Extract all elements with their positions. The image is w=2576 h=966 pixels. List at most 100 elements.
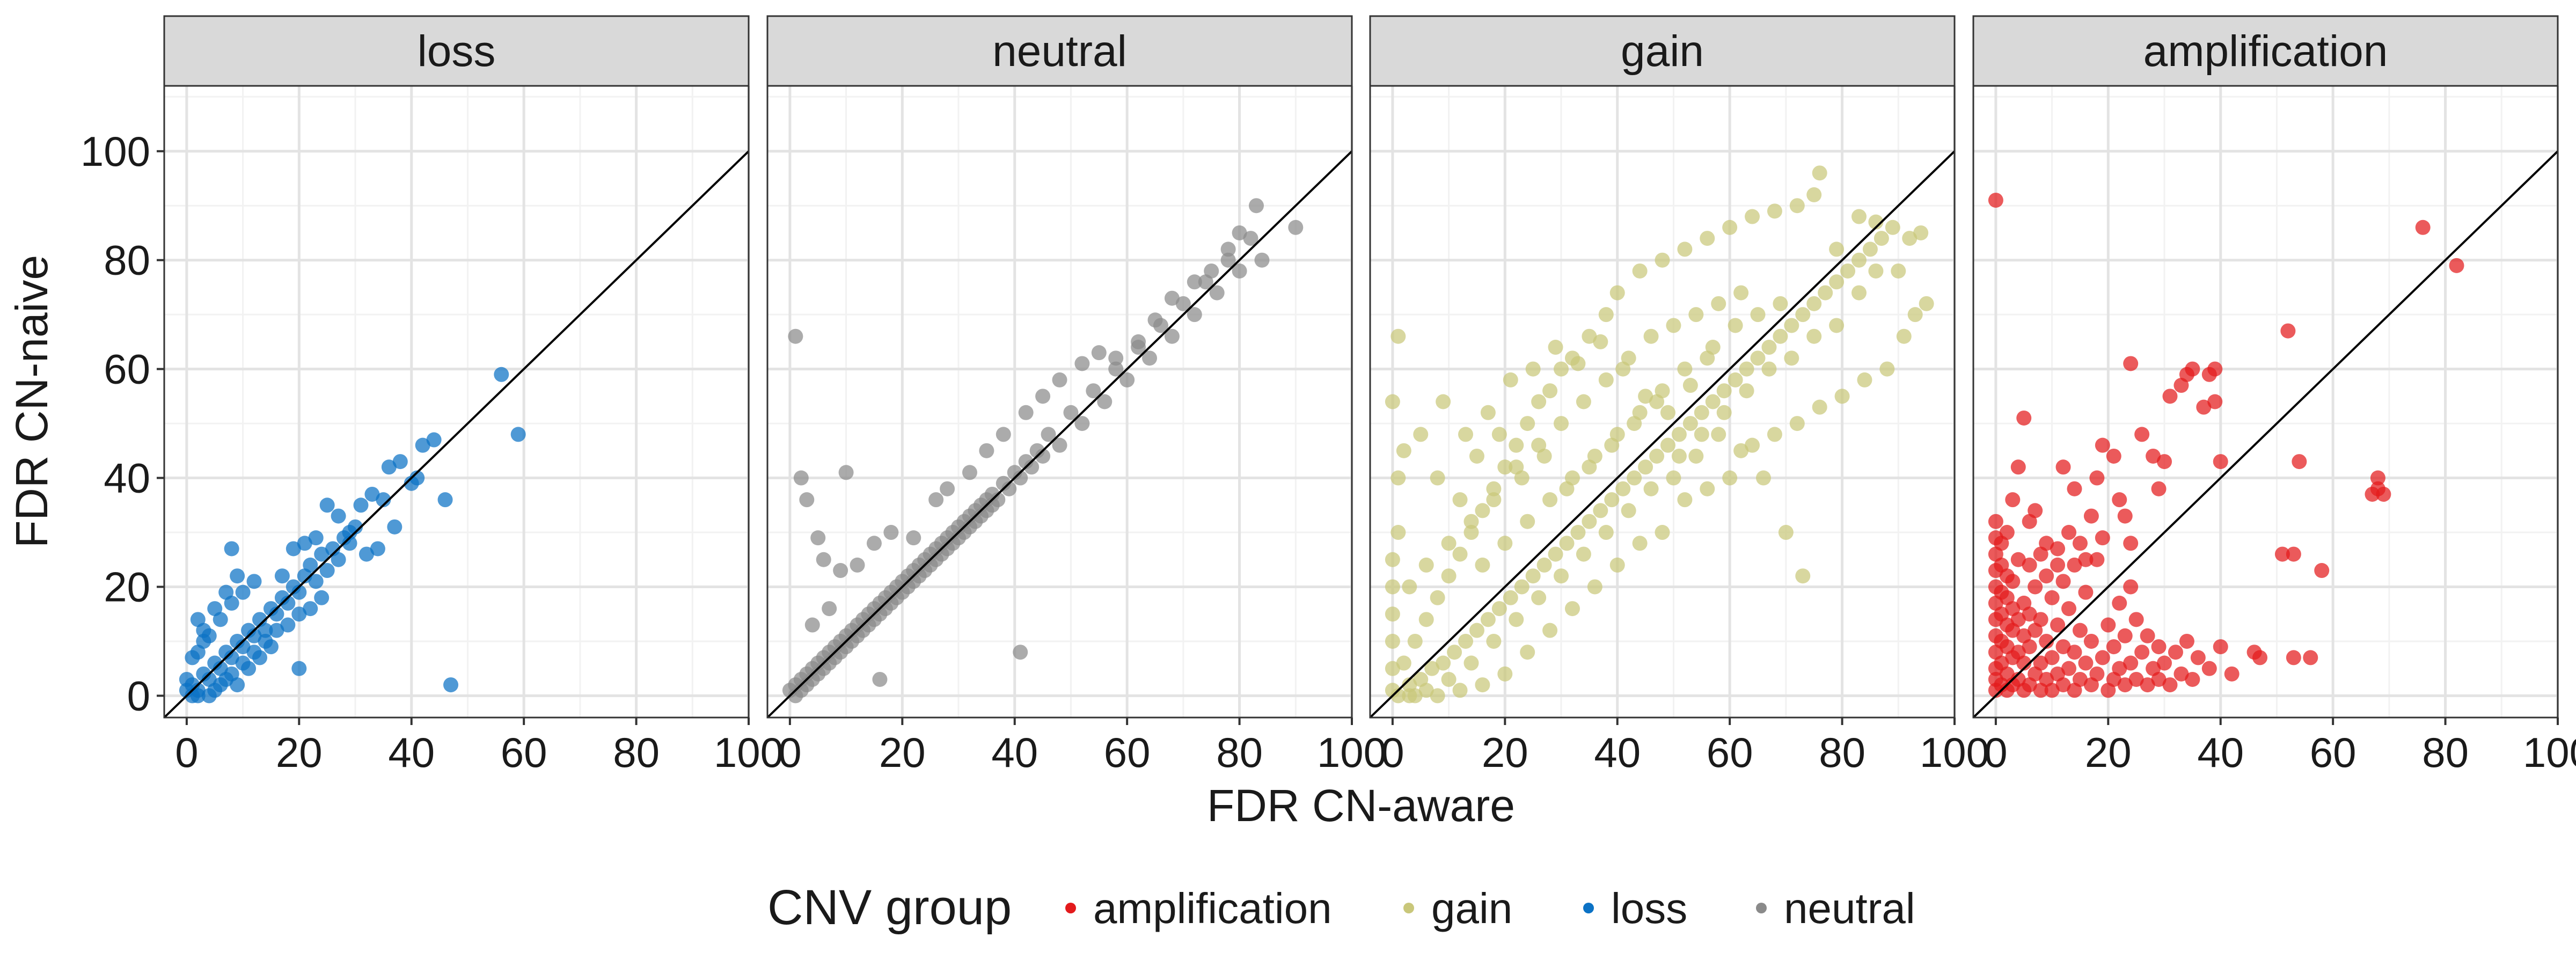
data-point [1035,448,1051,464]
data-point [1119,372,1135,387]
data-point [1041,427,1056,442]
data-point [331,508,346,524]
data-point [224,666,239,682]
data-point [258,633,273,649]
data-point [990,492,1006,508]
data-point [793,470,809,486]
data-point [1536,448,1552,464]
data-point [2252,650,2268,665]
data-point [2112,595,2127,611]
data-point [1452,683,1468,698]
reference-line [163,150,750,719]
y-tick-label: 60 [104,346,150,393]
data-point [291,584,307,600]
data-point [358,546,374,562]
data-point [1480,405,1496,420]
data-point [2083,633,2099,649]
data-point [822,601,837,617]
data-point [1988,514,2003,529]
data-point [1582,328,1597,344]
data-point [1722,219,1738,235]
facet-strip [1369,15,1956,87]
data-point [319,497,335,513]
legend-label-loss: loss [1611,884,1687,932]
points-loss [179,367,526,704]
data-point [1694,405,1709,420]
data-point [1677,492,1693,508]
data-point [1851,209,1867,224]
data-point [1778,525,1794,540]
data-point [2055,677,2071,693]
data-point [1086,383,1101,399]
x-tick-label: 40 [1594,729,1641,776]
y-axis-title: FDR CN-naive [6,255,57,548]
data-point [269,606,284,622]
data-point [1407,633,1423,649]
data-point [1784,318,1799,333]
data-point [291,661,307,676]
data-point [1497,536,1513,551]
data-point [1868,263,1884,279]
data-point [1862,241,1878,257]
data-point [2123,356,2139,371]
data-point [1666,470,1681,486]
data-point [1001,481,1017,496]
data-point [2022,557,2037,573]
data-point [1632,263,1648,279]
data-point [1441,568,1457,584]
x-tick-label: 100 [714,729,784,776]
data-point [2140,628,2155,643]
data-point [804,617,820,633]
data-point [2207,361,2223,377]
data-point [1728,372,1743,387]
data-point [1694,427,1709,442]
data-point [280,595,296,611]
data-point [1243,231,1258,246]
data-point [1806,328,1822,344]
x-tick-label: 100 [1920,729,1989,776]
data-point [235,639,251,655]
data-point [1919,296,1934,311]
data-point [1739,361,1754,377]
data-point [1789,416,1805,431]
data-point [996,427,1011,442]
data-point [1885,219,1900,235]
data-point [2207,394,2223,409]
data-point [1716,405,1732,420]
data-point [2134,645,2150,660]
data-point [2061,601,2077,617]
data-point [2016,410,2032,426]
x-tick-label: 80 [1216,729,1263,776]
data-point [2005,492,2021,508]
data-point [1436,655,1451,671]
data-point [1554,361,1569,377]
data-point [1879,361,1895,377]
data-point [2162,389,2178,404]
data-point [1593,334,1608,349]
data-point [2415,219,2431,235]
data-point [810,530,826,546]
data-point [2072,671,2088,687]
data-point [1755,470,1771,486]
data-point [1857,372,1872,387]
data-point [1609,557,1625,573]
data-point [308,530,324,546]
data-point [1773,328,1788,344]
facet-panel-neutral: neutral 0 20 40 60 80 100 [766,15,1387,776]
data-point [1834,389,1850,404]
legend-label-neutral: neutral [1784,884,1915,932]
data-point [1209,285,1225,301]
x-tick-label: 20 [276,729,323,776]
data-point [1700,231,1715,246]
x-tick-label: 80 [2422,729,2469,776]
data-point [2061,661,2077,676]
data-point [1609,285,1625,301]
data-point [1564,601,1580,617]
data-point [303,601,318,617]
data-point [1761,340,1777,355]
data-point [2101,617,2116,633]
data-point [2128,612,2144,627]
data-point [1548,340,1563,355]
data-point [2089,666,2105,682]
data-point [1891,263,1906,279]
